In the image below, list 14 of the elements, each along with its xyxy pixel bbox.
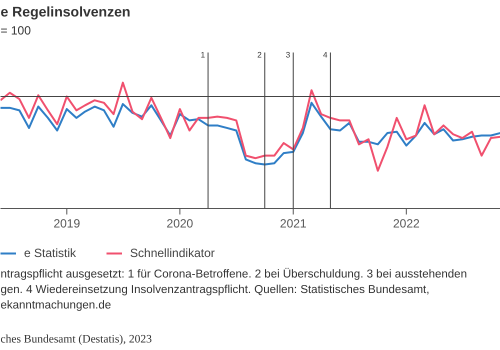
x-tick-label: 2020 — [166, 216, 194, 230]
x-tick-label: 2019 — [53, 216, 80, 230]
ref-line-label: 4 — [322, 50, 328, 60]
legend-label: e Statistik — [24, 246, 76, 260]
chart-title: e Regelinsolvenzen — [0, 4, 130, 20]
ref-line-label: 1 — [200, 50, 206, 60]
text: ntragspflicht ausgesetzt: 1 für Corona-Betroffene. 2 bei Überschuldung. 3 bei ausstehenden gen. 4 Wiedereinsetzung Insolvenzantragspflicht. Quellen: Statistisches Bundesamt, ekanntmachungen.de — [0, 268, 467, 312]
x-tick-label: 2021 — [280, 216, 307, 230]
legend-label: Schnellindikator — [130, 246, 215, 260]
x-tick-label: 2022 — [392, 216, 420, 230]
ref-line-label: 2 — [257, 50, 262, 60]
chart-subtitle: = 100 — [0, 24, 32, 38]
text: ches Bundesamt (Destatis), 2023 — [0, 334, 152, 346]
ref-line-label: 3 — [286, 50, 291, 60]
